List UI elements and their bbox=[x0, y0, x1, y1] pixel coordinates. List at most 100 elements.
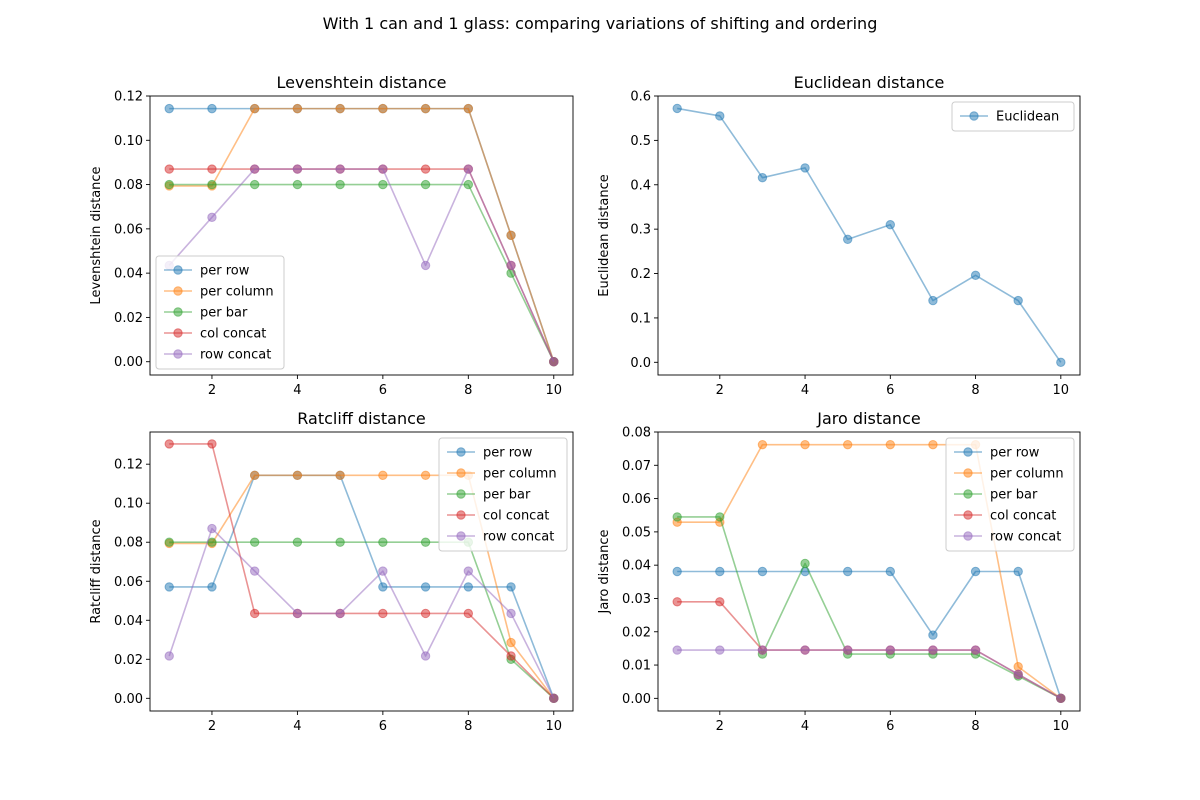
series-line bbox=[677, 107, 1062, 363]
y-tick-label: 0.4 bbox=[630, 178, 651, 193]
y-tick-label: 0.06 bbox=[114, 222, 143, 237]
legend-label: col concat bbox=[200, 327, 266, 342]
data-point bbox=[463, 608, 474, 619]
y-tick-label: 0.06 bbox=[114, 575, 143, 590]
x-tick-label: 10 bbox=[1053, 383, 1070, 398]
y-axis-label: Ratcliff distance bbox=[89, 519, 104, 623]
y-tick-label: 0.12 bbox=[114, 458, 143, 473]
data-point bbox=[335, 103, 345, 114]
data-point bbox=[672, 645, 682, 655]
legend-label: per column bbox=[990, 467, 1064, 482]
x-tick-label: 10 bbox=[545, 383, 562, 398]
y-tick-label: 0.02 bbox=[114, 311, 143, 326]
data-point bbox=[164, 164, 174, 174]
legend-entry-per-row: per row bbox=[954, 446, 1040, 461]
y-tick-label: 0.04 bbox=[114, 267, 143, 282]
data-point bbox=[672, 597, 682, 607]
data-point bbox=[378, 103, 388, 114]
data-point bbox=[506, 608, 516, 619]
data-point bbox=[249, 537, 260, 547]
data-point bbox=[800, 558, 810, 569]
series-line bbox=[169, 474, 555, 699]
data-point bbox=[249, 164, 260, 174]
x-tick-label: 8 bbox=[464, 383, 472, 398]
data-point bbox=[378, 179, 388, 190]
x-tick-label: 6 bbox=[886, 383, 894, 398]
data-point bbox=[715, 597, 725, 607]
x-tick-label: 4 bbox=[801, 719, 809, 734]
data-point bbox=[207, 164, 217, 174]
legend-marker bbox=[963, 447, 973, 457]
legend-label: row concat bbox=[200, 348, 271, 363]
panel-title: Jaro distance bbox=[816, 409, 920, 428]
data-point bbox=[420, 582, 431, 592]
data-point bbox=[463, 566, 474, 576]
data-point bbox=[1013, 295, 1023, 306]
y-axis-label: Levenshtein distance bbox=[89, 166, 104, 304]
data-point bbox=[420, 164, 431, 174]
data-point bbox=[928, 295, 938, 306]
y-tick-label: 0.01 bbox=[622, 659, 651, 674]
data-point bbox=[420, 260, 431, 271]
legend-entry-col-concat: col concat bbox=[164, 327, 266, 342]
y-tick-label: 0.10 bbox=[114, 134, 143, 149]
legend: per row per column per bar col concat row co… bbox=[438, 437, 568, 552]
data-point bbox=[757, 645, 768, 655]
data-point bbox=[970, 645, 981, 655]
legend-marker bbox=[456, 447, 466, 457]
data-point bbox=[1013, 669, 1023, 680]
series-line bbox=[169, 183, 555, 363]
data-point bbox=[672, 512, 682, 522]
legend-entry-per-bar: per bar bbox=[954, 488, 1038, 503]
data-point bbox=[506, 582, 516, 592]
legend-label: per row bbox=[990, 446, 1040, 461]
data-point bbox=[549, 357, 559, 367]
x-tick-label: 4 bbox=[293, 383, 301, 398]
y-tick-label: 0.04 bbox=[622, 559, 651, 574]
data-point bbox=[292, 537, 303, 547]
series-line bbox=[169, 107, 555, 362]
y-tick-label: 0.04 bbox=[114, 614, 143, 629]
data-point bbox=[292, 164, 303, 174]
data-point bbox=[970, 270, 981, 281]
data-point bbox=[842, 645, 853, 655]
series-row-concat bbox=[164, 164, 559, 367]
series-line bbox=[677, 649, 1062, 700]
x-tick-label: 4 bbox=[293, 719, 301, 734]
data-point bbox=[1056, 693, 1066, 704]
series-line bbox=[677, 443, 1062, 699]
legend-marker bbox=[456, 531, 466, 541]
legend-label: per bar bbox=[990, 488, 1038, 503]
y-tick-label: 0.12 bbox=[114, 90, 143, 105]
legend: per row per column per bar col concat row co… bbox=[945, 437, 1075, 552]
y-tick-label: 0.08 bbox=[114, 178, 143, 193]
y-tick-label: 0.6 bbox=[630, 90, 651, 105]
data-point bbox=[335, 164, 345, 174]
axes-frame bbox=[657, 95, 1081, 376]
legend-entry-row-concat: row concat bbox=[164, 348, 271, 363]
y-tick-label: 0.02 bbox=[114, 653, 143, 668]
data-point bbox=[335, 608, 345, 619]
plot-area bbox=[164, 103, 559, 367]
x-tick-label: 8 bbox=[464, 719, 472, 734]
x-tick-label: 10 bbox=[545, 719, 562, 734]
panel-title: Euclidean distance bbox=[794, 73, 945, 92]
data-point bbox=[420, 470, 431, 481]
data-point bbox=[292, 608, 303, 619]
legend-label: per bar bbox=[200, 306, 248, 321]
series-line bbox=[677, 516, 1062, 700]
y-tick-label: 0.2 bbox=[630, 267, 651, 282]
data-point bbox=[463, 164, 474, 174]
legend-entry-euclidean: Euclidean bbox=[960, 110, 1059, 125]
data-point bbox=[757, 566, 768, 577]
legend-frame bbox=[155, 255, 285, 370]
data-point bbox=[335, 537, 345, 547]
data-point bbox=[164, 103, 174, 114]
legend-marker bbox=[963, 468, 973, 478]
series-line bbox=[169, 443, 555, 699]
data-point bbox=[1056, 357, 1066, 368]
data-point bbox=[506, 260, 516, 271]
plot-area bbox=[672, 103, 1066, 368]
x-tick-label: 2 bbox=[208, 719, 216, 734]
